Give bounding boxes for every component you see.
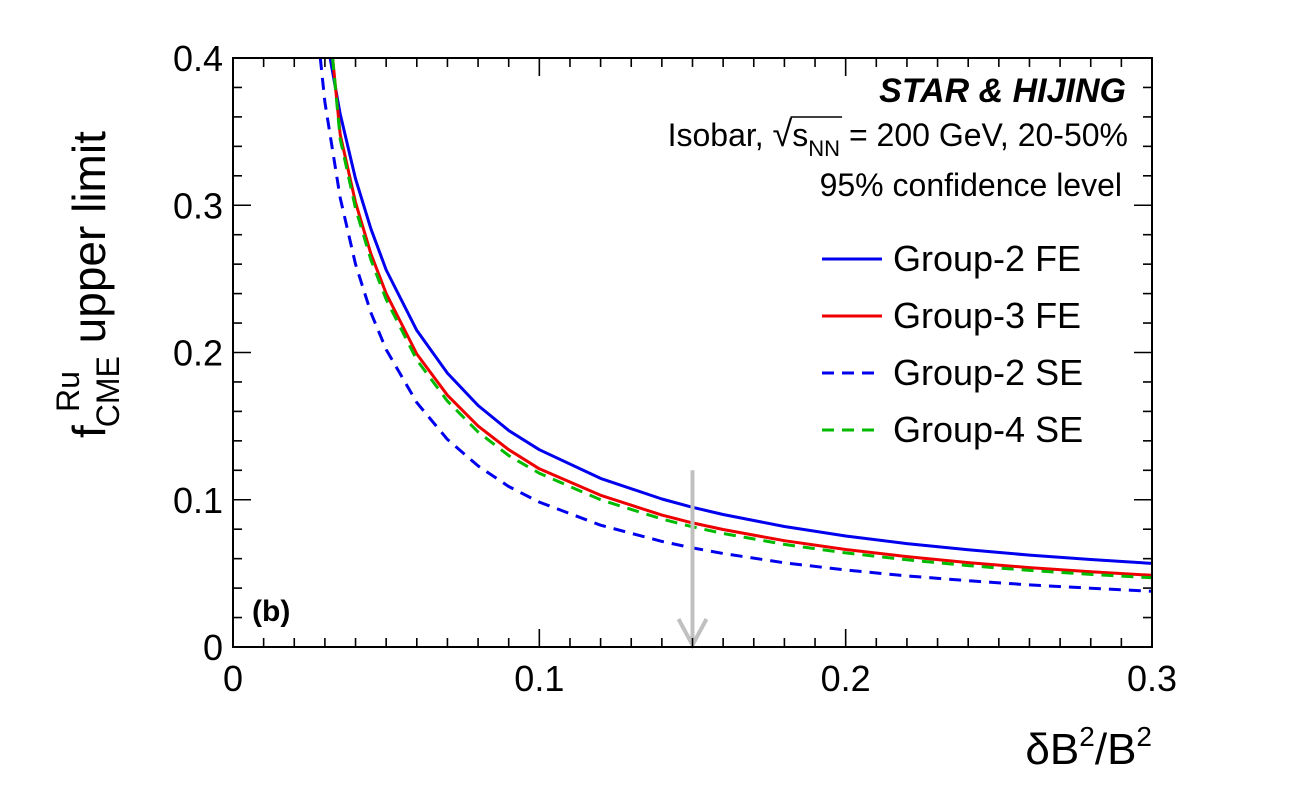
collision-prefix: Isobar, [668, 117, 773, 153]
plot-frame [232, 57, 1153, 648]
y-title-sub: CME [90, 356, 126, 427]
x-tick-label: 0.3 [1127, 658, 1177, 699]
legend-label: Group-3 FE [893, 295, 1081, 336]
legend-label: Group-2 FE [893, 238, 1081, 279]
y-tick-label: 0.3 [173, 185, 223, 226]
x-tick-label: 0.2 [821, 658, 871, 699]
x-axis-title: δB2/B2 [1025, 721, 1152, 774]
series-line-group-3-fe [331, 58, 1152, 577]
y-tick-label: 0 [203, 627, 223, 668]
collision-label: Isobar, √sNN = 200 GeV, 20-50% [668, 113, 1128, 161]
confidence-label: 95% confidence level [820, 167, 1122, 203]
y-tick-label: 0.4 [173, 38, 223, 79]
series-line-group-4-se [331, 58, 1152, 580]
panel-label: (b) [252, 595, 290, 628]
legend: Group-2 FE Group-3 FE Group-2 SE Group-4 SE [822, 238, 1083, 450]
y-title-base: f [63, 425, 115, 438]
y-title-sup: Ru [50, 371, 86, 412]
series-line-group-2-se [318, 58, 1152, 593]
y-axis-title: fCME upper limit Ru [50, 131, 126, 438]
sqrt-sub: NN [808, 136, 840, 161]
series-line-group-2-fe [328, 58, 1152, 565]
y-tick-label: 0.1 [173, 480, 223, 521]
y-title-rest: upper limit [63, 131, 115, 356]
x-tick-label: 0 [223, 658, 243, 699]
arrow-group [676, 470, 709, 650]
sqrt-symbol: √ [773, 113, 793, 154]
ticks: 0 0.1 0.2 0.3 0 0.1 0.2 0.3 0.4 [173, 38, 1177, 699]
sqrt-s: s [792, 117, 808, 153]
x-title-sup2: 2 [1136, 721, 1152, 752]
legend-label: Group-2 SE [893, 352, 1083, 393]
x-title-mid: /B [1095, 725, 1137, 774]
curves [318, 58, 1152, 593]
x-title-sup1: 2 [1079, 721, 1095, 752]
y-tick-label: 0.2 [173, 333, 223, 374]
experiment-label: STAR & HIJING [879, 72, 1126, 110]
svg-text:fCME upper limit: fCME upper limit [63, 131, 126, 438]
x-title-main: δB [1025, 725, 1079, 774]
legend-label: Group-4 SE [893, 409, 1083, 450]
collision-suffix: = 200 GeV, 20-50% [840, 117, 1128, 153]
x-tick-label: 0.1 [514, 658, 564, 699]
